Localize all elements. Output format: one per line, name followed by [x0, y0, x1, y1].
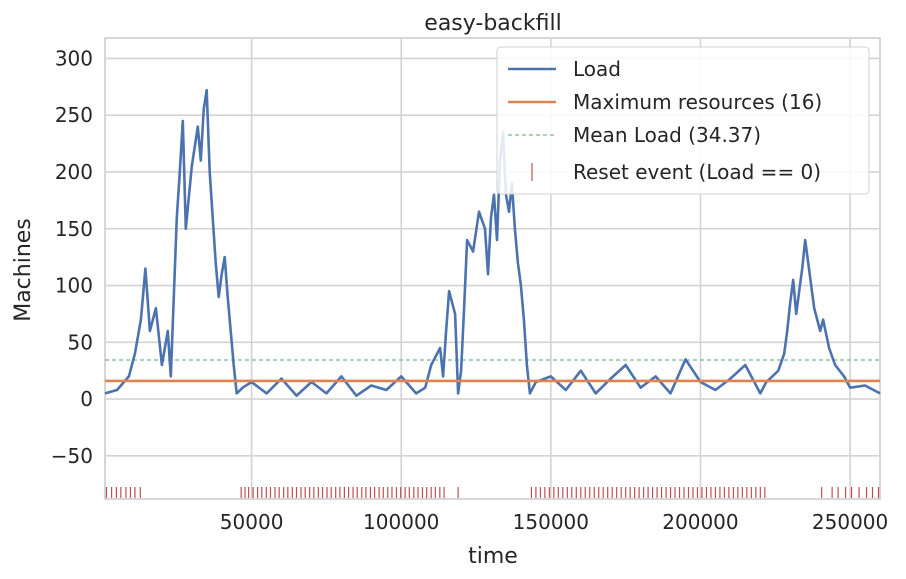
x-ticks: 50000 100000 150000 200000 250000 — [220, 510, 888, 534]
legend: Load Maximum resources (16) Mean Load (3… — [496, 46, 870, 195]
x-tick-label: 150000 — [513, 510, 589, 534]
y-tick-label: 200 — [55, 160, 93, 184]
x-tick-label: 250000 — [812, 510, 888, 534]
legend-label-mean-load: Mean Load (34.37) — [573, 123, 761, 147]
y-tick-label: 100 — [55, 274, 93, 298]
y-tick-label: 0 — [80, 387, 93, 411]
y-tick-label: 250 — [55, 103, 93, 127]
y-tick-label: 150 — [55, 217, 93, 241]
chart-title: easy-backfill — [424, 11, 561, 36]
y-ticks: −50 0 50 100 150 200 250 300 — [51, 46, 93, 467]
load-series-line — [104, 88, 881, 397]
x-tick-label: 100000 — [363, 510, 439, 534]
legend-label-load: Load — [573, 57, 621, 81]
y-axis-label: Machines — [11, 218, 36, 322]
legend-label-reset-event: Reset event (Load == 0) — [573, 160, 821, 184]
x-axis-label: time — [468, 544, 518, 569]
y-tick-label: −50 — [51, 444, 93, 468]
y-tick-label: 300 — [55, 46, 93, 70]
legend-label-max-resources: Maximum resources (16) — [573, 90, 822, 114]
y-tick-label: 50 — [68, 330, 93, 354]
reset-event-marks — [105, 487, 880, 498]
legend-box — [496, 46, 870, 195]
x-tick-label: 200000 — [662, 510, 738, 534]
x-tick-label: 50000 — [220, 510, 284, 534]
